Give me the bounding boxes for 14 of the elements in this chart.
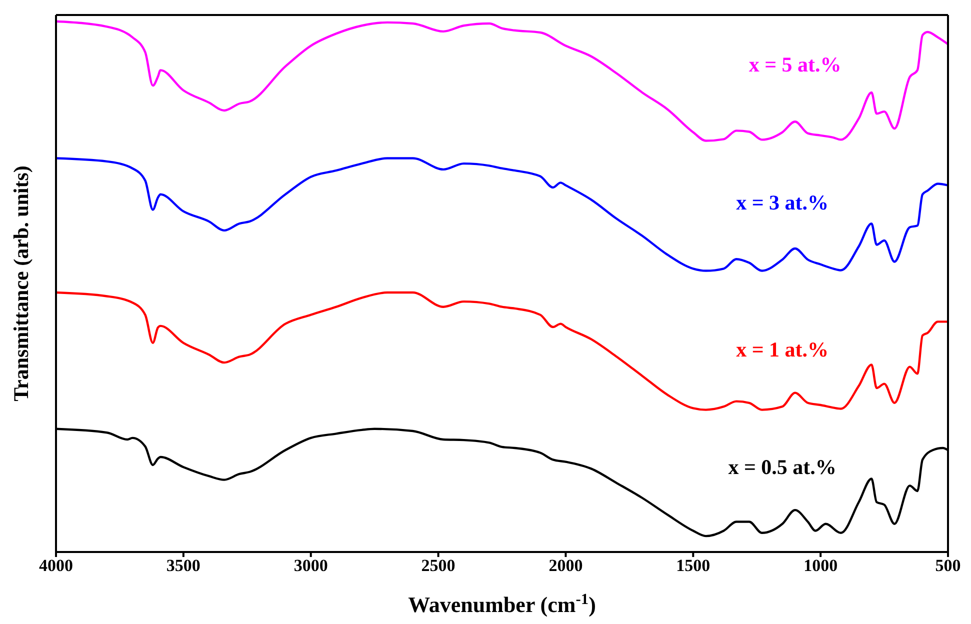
x-tick-label: 1500 (676, 556, 710, 576)
series-label: x = 5 at.% (748, 52, 842, 77)
x-tick-label: 3500 (166, 556, 200, 576)
x-tick-label: 1000 (804, 556, 838, 576)
y-axis-title: Transmittance (arb. units) (9, 166, 33, 402)
x-tick-label: 3000 (294, 556, 328, 576)
x-tick-label: 500 (935, 556, 961, 576)
x-tick-label: 4000 (39, 556, 73, 576)
series-label: x = 1 at.% (736, 338, 829, 362)
series-label: x = 0.5 at.% (728, 454, 836, 479)
x-tick-label: 2000 (548, 556, 583, 576)
series-label: x = 3 at.% (736, 190, 829, 215)
x-axis-title: Wavenumber (cm$^{-1}$) (408, 590, 596, 617)
x-tick-label: 2500 (421, 556, 456, 576)
